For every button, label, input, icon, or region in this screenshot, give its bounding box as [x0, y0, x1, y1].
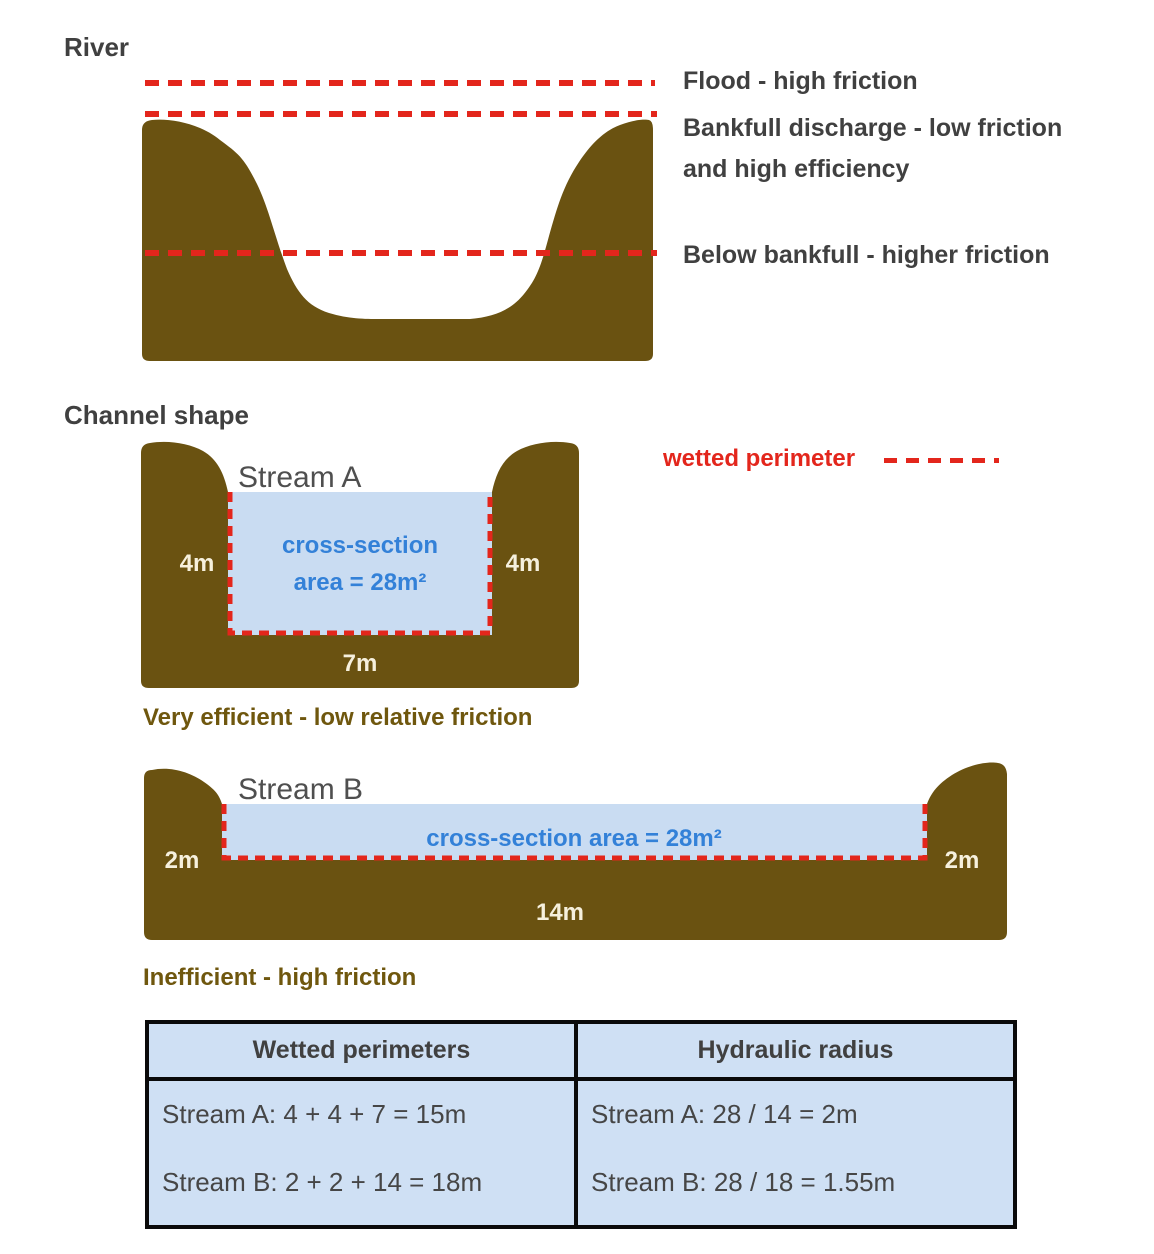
flood-level-line [145, 80, 655, 86]
bankfull-label-line1: Bankfull discharge - low friction [683, 114, 1063, 142]
stream-b-water [222, 804, 927, 860]
below-bankfull-label: Below bankfull - higher friction [683, 241, 1050, 269]
stream-a-bed-width: 7m [342, 650, 378, 677]
stream-a-wetted-perimeter-dash [227, 492, 493, 636]
channel-shape-section-title: Channel shape [64, 400, 249, 430]
below-bankfull-level-line [145, 250, 657, 256]
table-row: Stream B: 28 / 18 = 1.55m [591, 1167, 896, 1197]
stream-a-depth-right: 4m [505, 550, 541, 577]
table-row: Stream B: 2 + 2 + 14 = 18m [162, 1167, 483, 1197]
table-row: Stream A: 4 + 4 + 7 = 15m [162, 1099, 467, 1129]
stream-b-caption: Inefficient - high friction [143, 964, 417, 991]
table-header-hydraulic-radius: Hydraulic radius [578, 1024, 1013, 1081]
stream-a-area-line2: area = 28m² [293, 569, 427, 596]
stream-a-water [228, 492, 492, 635]
stream-b-depth-right: 2m [944, 847, 980, 874]
bankfull-label-line2: and high efficiency [683, 155, 910, 183]
river-cross-section-shape [142, 119, 653, 361]
stream-b-area-label: cross-section area = 28m² [426, 825, 722, 852]
stream-a-area-label: cross-section area = 28m² [248, 527, 472, 601]
stream-b-name: Stream B [238, 773, 364, 806]
stream-a-name: Stream A [238, 461, 362, 494]
stream-b-bed-width: 14m [535, 899, 585, 926]
stream-a-shape [141, 441, 579, 688]
bankfull-label: Bankfull discharge - low friction and hi… [683, 108, 1062, 190]
wetted-perimeter-legend-label: wetted perimeter [663, 445, 856, 472]
table-row: Stream A: 28 / 14 = 2m [591, 1099, 858, 1129]
river-section-title: River [64, 32, 130, 62]
calculations-table: Wetted perimeters Hydraulic radius Strea… [145, 1020, 1017, 1229]
flood-label: Flood - high friction [683, 67, 918, 95]
stream-a-caption: Very efficient - low relative friction [143, 704, 533, 731]
stream-b-depth-left: 2m [164, 847, 200, 874]
stream-a-area-line1: cross-section [281, 532, 439, 559]
stream-b-shape [144, 762, 1007, 940]
stream-a-depth-left: 4m [179, 550, 215, 577]
bankfull-level-line [145, 111, 657, 117]
table-cell-hydraulic-radius: Stream A: 28 / 14 = 2m Stream B: 28 / 18… [578, 1081, 1013, 1225]
stream-b-wetted-perimeter-dash [221, 804, 928, 861]
table-header-wetted-perimeters: Wetted perimeters [149, 1024, 578, 1081]
wetted-perimeter-legend-dash [884, 458, 999, 463]
table-cell-wetted-perimeters: Stream A: 4 + 4 + 7 = 15m Stream B: 2 + … [149, 1081, 578, 1225]
